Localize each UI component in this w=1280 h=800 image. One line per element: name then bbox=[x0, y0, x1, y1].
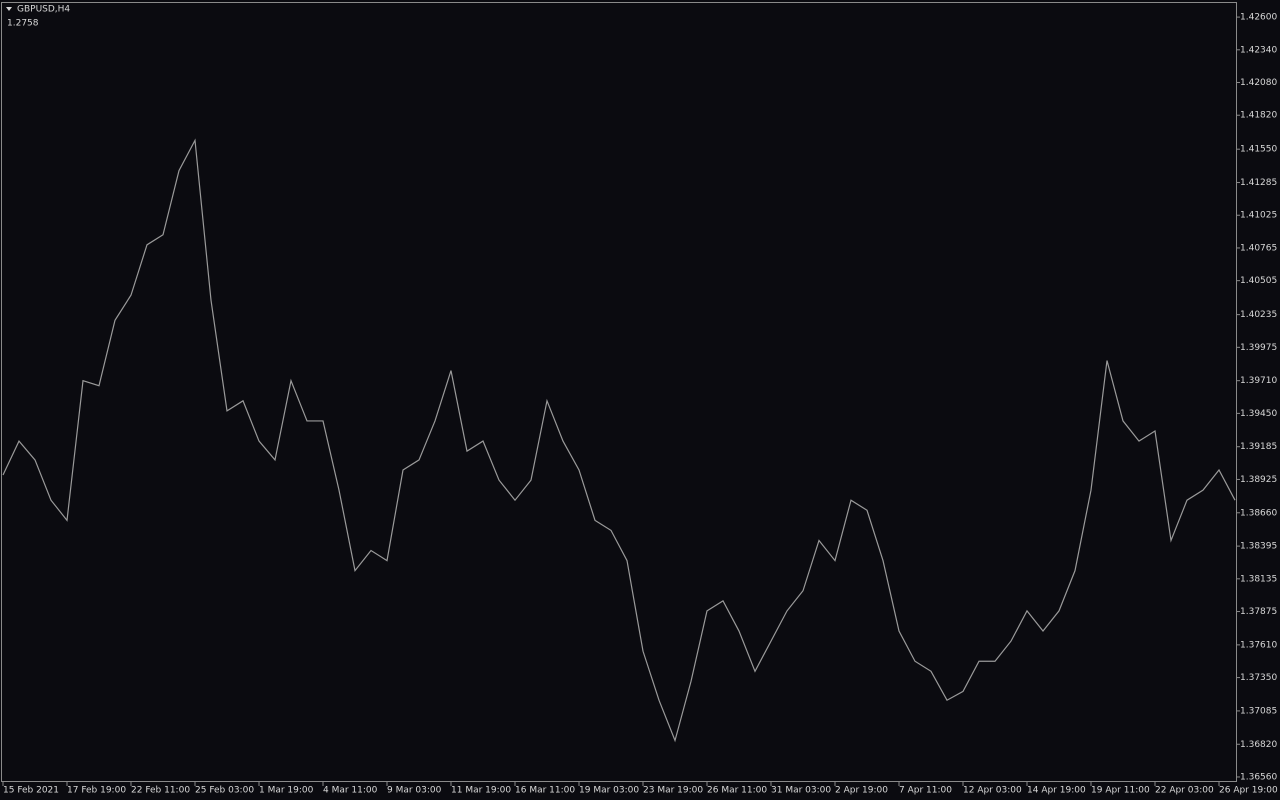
plot-frame bbox=[1, 2, 1237, 782]
indicator-value: 1.2758 bbox=[7, 19, 39, 29]
x-tick-label: 19 Apr 11:00 bbox=[1091, 786, 1150, 796]
y-tick-label: 1.38395 bbox=[1240, 542, 1277, 552]
x-tick-label: 23 Mar 19:00 bbox=[643, 786, 703, 796]
y-tick-label: 1.40235 bbox=[1240, 310, 1277, 320]
y-tick-label: 1.42340 bbox=[1240, 45, 1277, 55]
x-tick-label: 4 Mar 11:00 bbox=[323, 786, 378, 796]
y-tick-label: 1.38925 bbox=[1240, 475, 1277, 485]
x-tick-label: 12 Apr 03:00 bbox=[963, 786, 1022, 796]
x-tick-label: 11 Mar 19:00 bbox=[451, 786, 511, 796]
x-tick-label: 22 Feb 11:00 bbox=[131, 786, 190, 796]
x-tick-label: 26 Mar 11:00 bbox=[707, 786, 767, 796]
x-tick-label: 31 Mar 03:00 bbox=[771, 786, 831, 796]
x-tick-label: 16 Mar 11:00 bbox=[515, 786, 575, 796]
chart-title: GBPUSD,H4 bbox=[17, 5, 70, 15]
x-tick-label: 1 Mar 19:00 bbox=[259, 786, 314, 796]
y-tick-label: 1.37350 bbox=[1240, 673, 1277, 683]
y-tick-label: 1.37610 bbox=[1240, 640, 1277, 650]
y-tick-label: 1.39710 bbox=[1240, 376, 1277, 386]
x-tick-label: 14 Apr 19:00 bbox=[1027, 786, 1086, 796]
x-tick-label: 7 Apr 11:00 bbox=[899, 786, 952, 796]
y-tick-label: 1.37085 bbox=[1240, 706, 1277, 716]
y-tick-label: 1.42080 bbox=[1240, 78, 1277, 88]
y-tick-label: 1.39185 bbox=[1240, 442, 1277, 452]
x-tick-label: 15 Feb 2021 bbox=[3, 786, 59, 796]
x-tick-label: 2 Apr 19:00 bbox=[835, 786, 888, 796]
symbol-menu-icon[interactable] bbox=[6, 7, 12, 11]
y-tick-label: 1.36560 bbox=[1240, 772, 1277, 782]
y-tick-label: 1.37875 bbox=[1240, 607, 1277, 617]
price-line bbox=[2, 138, 1236, 743]
y-tick-label: 1.40505 bbox=[1240, 276, 1277, 286]
y-tick-label: 1.40765 bbox=[1240, 243, 1277, 253]
x-tick-label: 9 Mar 03:00 bbox=[387, 786, 442, 796]
x-tick-label: 22 Apr 03:00 bbox=[1155, 786, 1214, 796]
x-tick-label: 19 Mar 03:00 bbox=[579, 786, 639, 796]
y-tick-label: 1.39975 bbox=[1240, 343, 1277, 353]
y-tick-label: 1.41820 bbox=[1240, 111, 1277, 121]
y-tick-label: 1.38660 bbox=[1240, 508, 1277, 518]
x-tick-label: 26 Apr 19:00 bbox=[1219, 786, 1278, 796]
y-tick-label: 1.41285 bbox=[1240, 178, 1277, 188]
y-tick-label: 1.41025 bbox=[1240, 211, 1277, 221]
y-tick-label: 1.38135 bbox=[1240, 574, 1277, 584]
y-tick-label: 1.39450 bbox=[1240, 409, 1277, 419]
y-tick-label: 1.41550 bbox=[1240, 145, 1277, 155]
x-tick-label: 25 Feb 03:00 bbox=[195, 786, 254, 796]
y-tick-label: 1.42600 bbox=[1240, 13, 1277, 23]
y-tick-label: 1.36820 bbox=[1240, 740, 1277, 750]
x-tick-label: 17 Feb 19:00 bbox=[67, 786, 126, 796]
